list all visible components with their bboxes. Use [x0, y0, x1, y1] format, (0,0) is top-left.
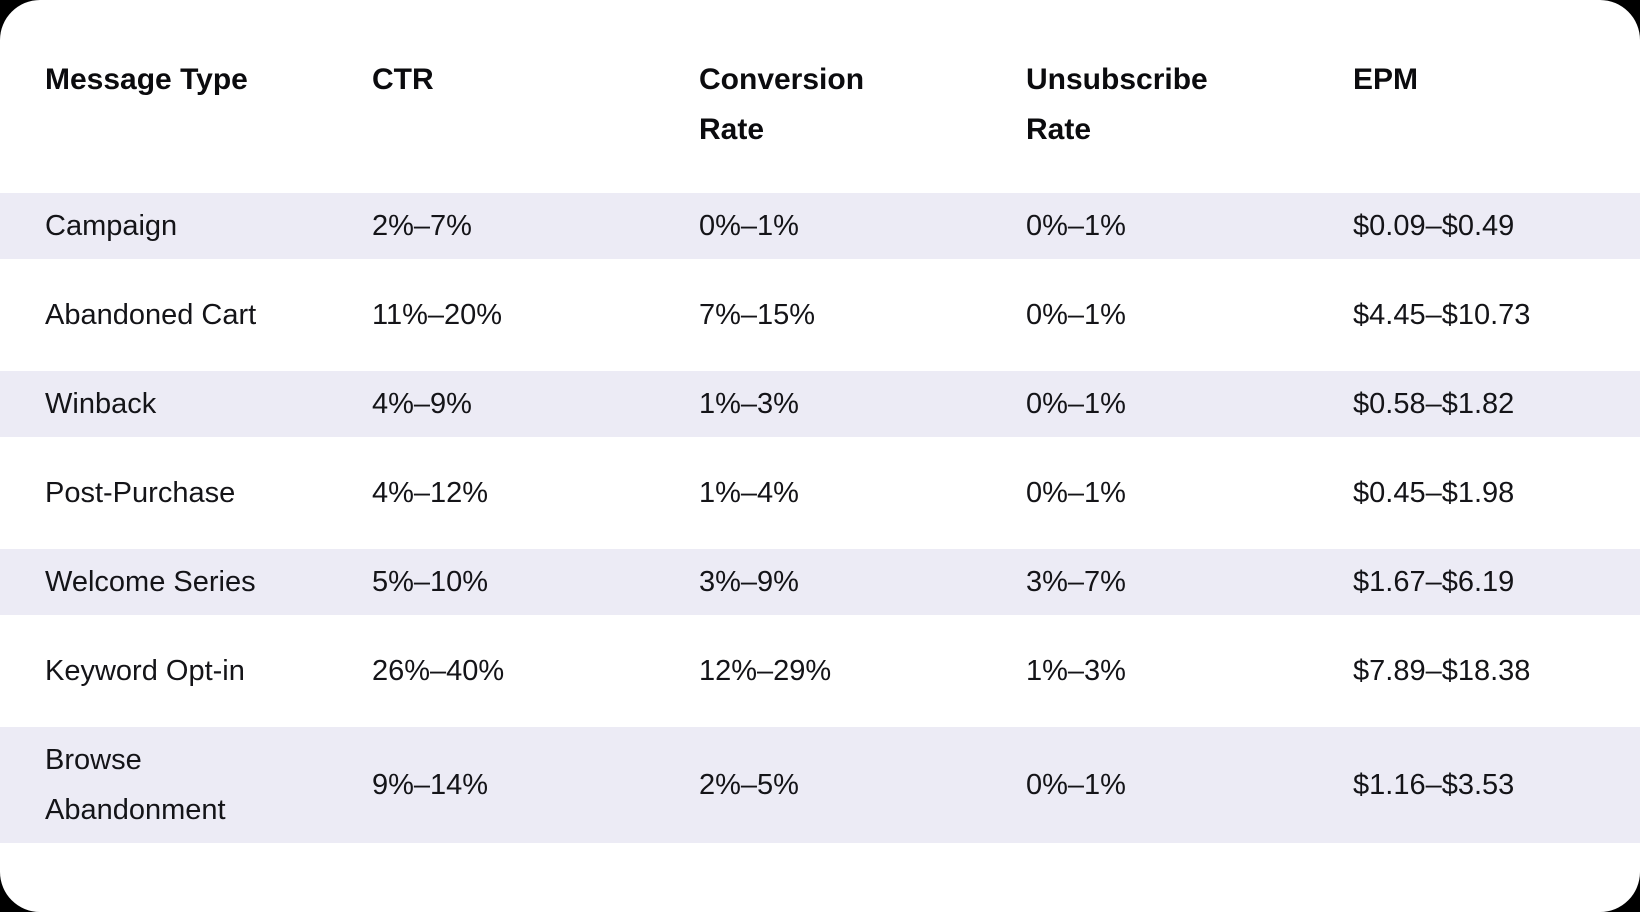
- cell-unsubscribe-rate: 0%–1%: [1026, 210, 1126, 242]
- cell-conversion-rate: 0%–1%: [699, 210, 799, 242]
- cell-message-type: Keyword Opt-in: [45, 655, 245, 687]
- cell-unsubscribe-rate: 3%–7%: [1026, 566, 1126, 598]
- cell-epm: $0.09–$0.49: [1353, 210, 1515, 242]
- cell-message-type: Welcome Series: [45, 566, 256, 598]
- cell-epm: $4.45–$10.73: [1353, 299, 1531, 331]
- cell-conversion-rate: 1%–3%: [699, 388, 799, 420]
- table-row-winback: Winback 4%–9% 1%–3% 0%–1% $0.58–$1.82: [0, 371, 1640, 437]
- table-row-abandoned-cart: Abandoned Cart 11%–20% 7%–15% 0%–1% $4.4…: [0, 282, 1640, 348]
- cell-ctr: 4%–9%: [372, 388, 472, 420]
- cell-ctr: 2%–7%: [372, 210, 472, 242]
- column-header-ctr: CTR: [372, 63, 434, 96]
- cell-conversion-rate: 12%–29%: [699, 655, 832, 687]
- cell-ctr: 9%–14%: [372, 769, 489, 801]
- cell-epm: $1.67–$6.19: [1353, 566, 1515, 598]
- table-row-welcome-series: Welcome Series 5%–10% 3%–9% 3%–7% $1.67–…: [0, 549, 1640, 615]
- table-row-campaign: Campaign 2%–7% 0%–1% 0%–1% $0.09–$0.49: [0, 193, 1640, 259]
- column-header-unsubscribe-rate: Unsubscribe Rate: [1026, 63, 1208, 146]
- cell-epm: $7.89–$18.38: [1353, 655, 1531, 687]
- cell-conversion-rate: 2%–5%: [699, 769, 799, 801]
- table-row-post-purchase: Post-Purchase 4%–12% 1%–4% 0%–1% $0.45–$…: [0, 460, 1640, 526]
- column-header-conversion-rate: Conversion Rate: [699, 63, 865, 146]
- cell-epm: $0.45–$1.98: [1353, 477, 1515, 509]
- cell-ctr: 26%–40%: [372, 655, 505, 687]
- cell-unsubscribe-rate: 0%–1%: [1026, 477, 1126, 509]
- cell-conversion-rate: 3%–9%: [699, 566, 799, 598]
- cell-ctr: 11%–20%: [372, 299, 503, 331]
- cell-conversion-rate: 1%–4%: [699, 477, 799, 509]
- cell-ctr: 4%–12%: [372, 477, 489, 509]
- table-header-row: Message Type CTR Conversion Rate Unsubsc…: [0, 55, 1640, 155]
- table-row-browse-abandonment: Browse Abandonment 9%–14% 2%–5% 0%–1% $1…: [0, 727, 1640, 843]
- cell-epm: $1.16–$3.53: [1353, 769, 1515, 801]
- cell-unsubscribe-rate: 0%–1%: [1026, 299, 1126, 331]
- cell-epm: $0.58–$1.82: [1353, 388, 1515, 420]
- column-header-message-type: Message Type: [45, 63, 248, 96]
- cell-message-type: Abandoned Cart: [45, 299, 257, 331]
- cell-message-type: Winback: [45, 388, 157, 420]
- cell-unsubscribe-rate: 1%–3%: [1026, 655, 1126, 687]
- cell-unsubscribe-rate: 0%–1%: [1026, 769, 1126, 801]
- cell-conversion-rate: 7%–15%: [699, 299, 816, 331]
- cell-message-type: Browse Abandonment: [45, 744, 226, 826]
- cell-ctr: 5%–10%: [372, 566, 489, 598]
- table-row-keyword-opt-in: Keyword Opt-in 26%–40% 12%–29% 1%–3% $7.…: [0, 638, 1640, 704]
- column-header-epm: EPM: [1353, 63, 1419, 96]
- cell-message-type: Post-Purchase: [45, 477, 236, 509]
- cell-unsubscribe-rate: 0%–1%: [1026, 388, 1126, 420]
- cell-message-type: Campaign: [45, 210, 178, 242]
